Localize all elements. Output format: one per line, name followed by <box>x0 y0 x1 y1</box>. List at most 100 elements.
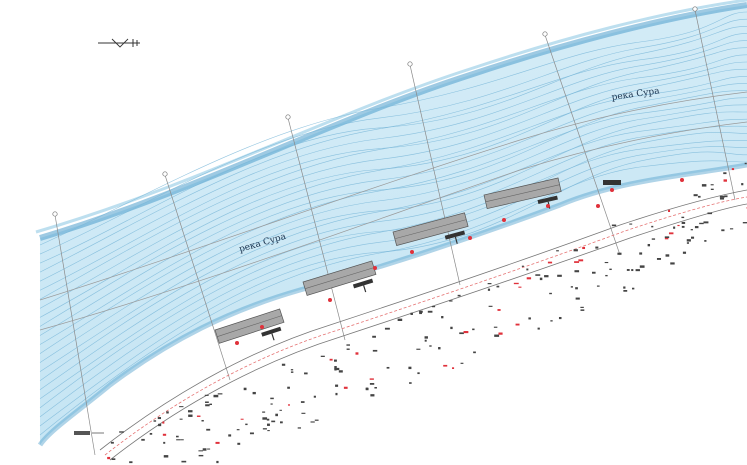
terrain-point <box>742 222 747 224</box>
terrain-point <box>681 216 685 219</box>
terrain-point <box>329 358 333 361</box>
terrain-point <box>550 320 553 322</box>
terrain-point <box>694 226 699 229</box>
terrain-point <box>304 372 308 375</box>
river-bank-upper <box>39 2 747 241</box>
terrain-point <box>596 285 600 287</box>
terrain-point <box>574 270 580 273</box>
terrain-point <box>372 335 376 338</box>
contour-line <box>39 75 747 327</box>
terrain-point <box>592 271 596 274</box>
terrain-point <box>209 403 212 406</box>
terrain-point <box>424 339 427 342</box>
terrain-point <box>670 262 675 265</box>
river-structures <box>214 177 621 344</box>
terrain-point <box>320 355 325 357</box>
terrain-point <box>651 238 656 240</box>
terrain-point <box>731 168 735 171</box>
terrain-point <box>262 411 266 413</box>
terrain-point <box>267 430 270 432</box>
terrain-point <box>686 242 690 244</box>
terrain-point <box>580 306 584 308</box>
terrain-point <box>313 395 316 398</box>
terrain-point <box>557 274 562 277</box>
terrain-point <box>297 427 302 429</box>
terrain-point <box>741 183 744 186</box>
terrain-point <box>575 287 578 290</box>
terrain-point <box>549 292 552 295</box>
terrain-point <box>409 382 412 384</box>
terrain-point <box>206 428 211 431</box>
terrain-point <box>240 418 244 420</box>
terrain-point <box>198 454 204 457</box>
contour-line <box>39 90 747 345</box>
terrain-point <box>710 188 714 190</box>
terrain-point <box>629 223 633 225</box>
contour-line <box>39 33 747 273</box>
terrain-point <box>664 238 669 240</box>
red-survey-marker <box>468 236 472 240</box>
terrain-point <box>526 268 529 271</box>
terrain-point <box>521 265 524 267</box>
terrain-point <box>623 290 628 292</box>
terrain-point <box>686 239 691 242</box>
contour-line <box>39 111 747 372</box>
terrain-point <box>488 305 493 307</box>
terrain-point <box>424 336 428 339</box>
terrain-point <box>111 458 116 461</box>
red-survey-marker <box>235 341 239 345</box>
terrain-point <box>334 367 340 371</box>
terrain-point <box>609 268 612 271</box>
terrain-point <box>704 240 707 242</box>
terrain-point <box>281 363 286 366</box>
terrain-point <box>245 423 248 426</box>
terrain-point <box>623 286 626 289</box>
terrain-point <box>573 249 578 252</box>
terrain-point <box>631 269 634 272</box>
terrain-point <box>202 448 207 451</box>
terrain-point <box>119 431 124 433</box>
terrain-point <box>664 236 670 238</box>
terrain-point <box>595 246 599 249</box>
contour-line <box>39 125 747 391</box>
terrain-point <box>346 348 350 350</box>
terrain-point <box>729 228 734 230</box>
terrain-point <box>494 334 500 337</box>
terrain-point <box>187 410 193 413</box>
terrain-point <box>419 312 422 315</box>
terrain-point <box>215 441 220 444</box>
terrain-point <box>473 351 476 354</box>
red-survey-marker <box>596 204 600 208</box>
terrain-point <box>429 345 432 347</box>
terrain-point <box>459 332 464 335</box>
pier-marker <box>603 180 621 185</box>
terrain-point <box>290 371 294 373</box>
terrain-point <box>176 435 179 438</box>
terrain-point <box>384 327 390 330</box>
terrain-point <box>346 344 350 346</box>
terrain-point <box>721 229 725 232</box>
red-survey-marker <box>410 250 414 254</box>
terrain-point <box>334 359 337 362</box>
terrain-point <box>188 414 193 417</box>
terrain-point <box>528 317 531 320</box>
terrain-point <box>498 332 503 335</box>
shore-road <box>99 189 747 461</box>
terrain-point <box>370 394 375 397</box>
terrain-point <box>668 232 674 235</box>
terrain-point <box>374 387 377 389</box>
terrain-point <box>677 224 680 227</box>
river-water-area <box>40 5 747 445</box>
terrain-point <box>690 229 693 231</box>
terrain-point <box>243 387 247 391</box>
terrain-point <box>723 179 727 182</box>
terrain-point <box>575 297 580 300</box>
terrain-point <box>267 423 270 426</box>
terrain-point <box>693 194 698 197</box>
terrain-point <box>334 366 337 369</box>
terrain-point <box>266 418 270 421</box>
terrain-point <box>369 378 374 380</box>
contour-line <box>39 104 747 363</box>
